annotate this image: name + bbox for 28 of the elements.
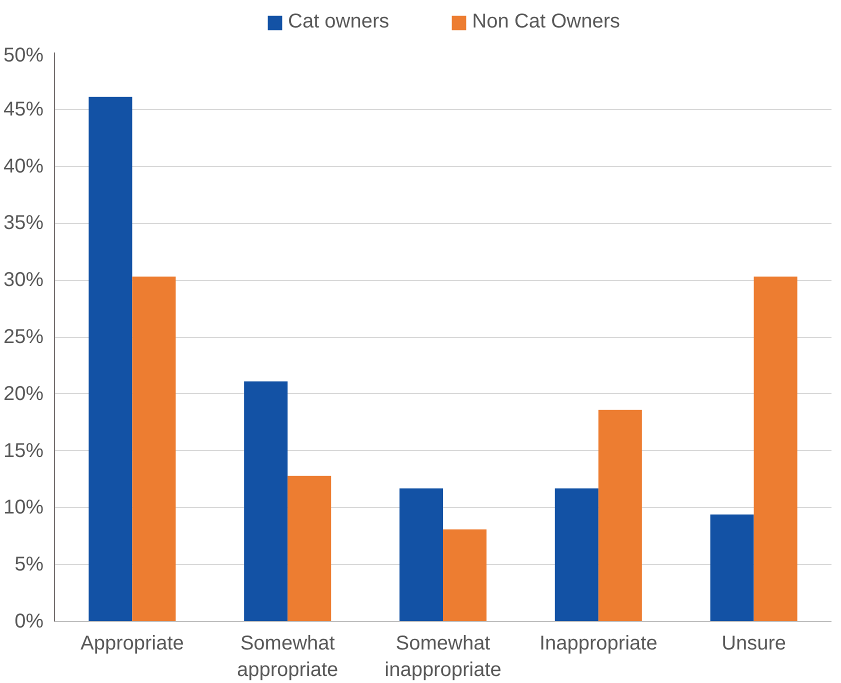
y-tick-label: 30% bbox=[3, 269, 44, 292]
y-tick-label: 5% bbox=[14, 554, 44, 576]
y-tick-label: 45% bbox=[3, 98, 44, 120]
x-tick-label: Somewhat inappropriate bbox=[384, 632, 502, 681]
bar bbox=[399, 488, 443, 622]
bar bbox=[88, 96, 132, 622]
y-tick-label: 0% bbox=[14, 610, 44, 632]
y-tick-label: 40% bbox=[3, 155, 44, 178]
y-tick-label: 20% bbox=[3, 382, 44, 405]
bar bbox=[754, 276, 798, 622]
bar bbox=[443, 529, 487, 622]
legend-label: Non Cat Owners bbox=[472, 10, 620, 34]
bar bbox=[288, 476, 332, 622]
y-tick-label: 50% bbox=[3, 44, 44, 66]
y-tick-label: 10% bbox=[3, 496, 44, 519]
bar bbox=[132, 276, 176, 622]
y-tick-label: 15% bbox=[3, 440, 44, 462]
bar bbox=[598, 410, 642, 622]
x-tick-label: Inappropriate bbox=[539, 632, 658, 654]
bar bbox=[554, 488, 598, 622]
x-tick-label: Unsure bbox=[722, 632, 786, 654]
legend-label: Cat owners bbox=[288, 10, 390, 34]
bar bbox=[710, 514, 754, 622]
x-tick-label: Somewhat appropriate bbox=[237, 632, 338, 681]
bar bbox=[244, 381, 288, 622]
y-tick-label: 25% bbox=[3, 326, 44, 348]
y-tick-label: 35% bbox=[3, 212, 44, 234]
x-tick-label: Appropriate bbox=[80, 632, 184, 654]
